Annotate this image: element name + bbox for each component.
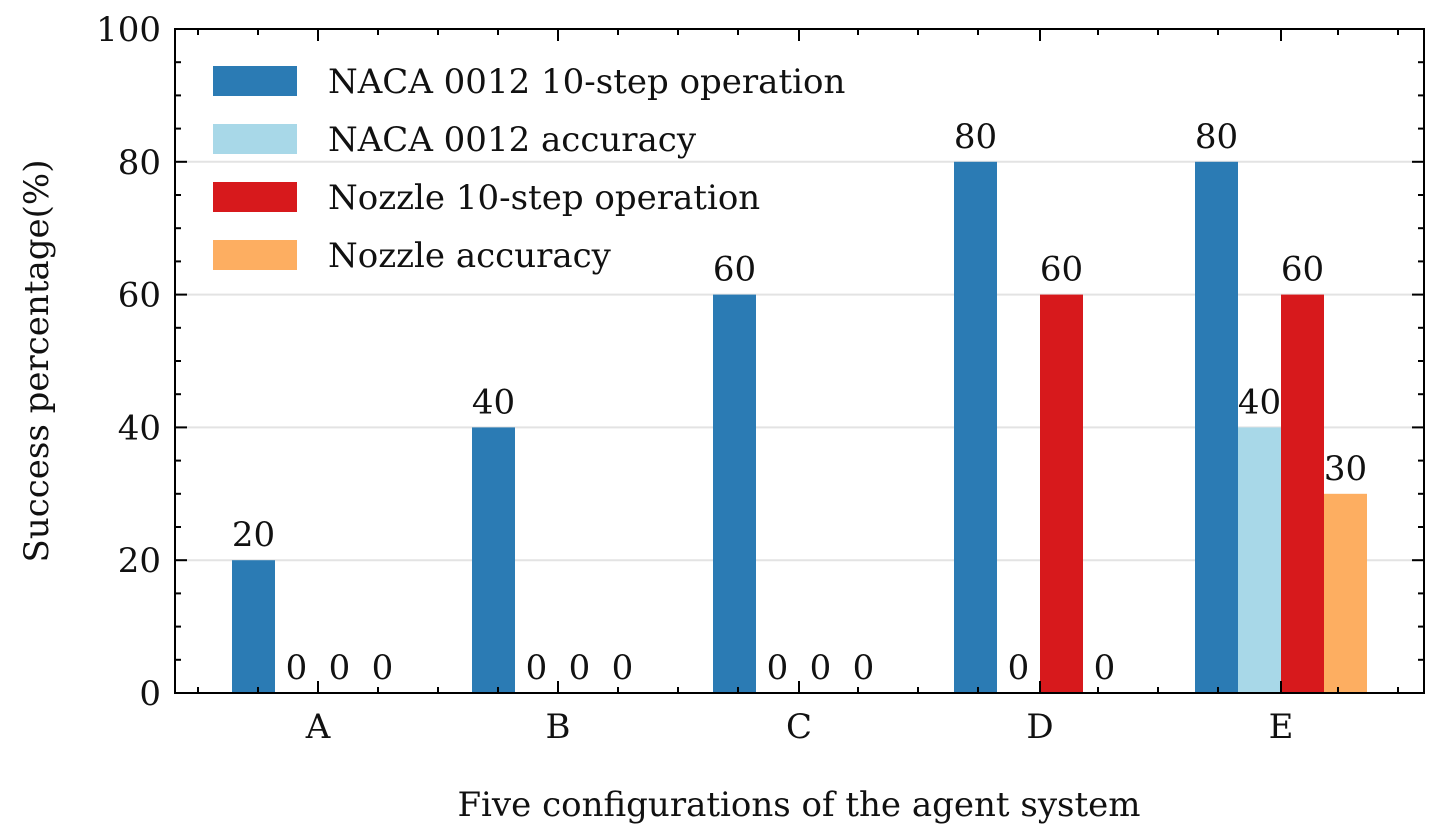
legend-swatch <box>213 124 297 154</box>
bar <box>232 560 275 693</box>
x-tick-label: B <box>546 707 571 747</box>
bar-value-label: 0 <box>767 648 789 688</box>
bar-value-label: 80 <box>954 117 997 157</box>
bars <box>232 161 1367 694</box>
bar-value-label: 20 <box>232 515 275 555</box>
bar <box>1324 493 1367 693</box>
y-axis-title: Success percentage(%) <box>17 160 57 563</box>
bar <box>954 161 997 694</box>
y-tick-label: 60 <box>118 276 161 316</box>
bar-value-label: 0 <box>853 648 875 688</box>
bar-value-label: 0 <box>1094 648 1116 688</box>
x-axis-title: Five configurations of the agent system <box>457 785 1140 825</box>
bar-value-label: 0 <box>329 648 351 688</box>
x-tick-label: D <box>1026 707 1053 747</box>
bar <box>713 294 756 693</box>
x-tick-label: C <box>786 707 812 747</box>
legend: NACA 0012 10-step operation NACA 0012 acc… <box>213 62 845 276</box>
bar-value-label: 40 <box>472 382 515 422</box>
bar-value-label: 40 <box>1238 382 1281 422</box>
y-tick-label: 0 <box>139 674 161 714</box>
legend-label: Nozzle 10-step operation <box>328 178 760 218</box>
bar-value-label: 60 <box>1281 250 1324 290</box>
legend-label: NACA 0012 accuracy <box>328 120 697 160</box>
bar-value-label: 80 <box>1195 117 1238 157</box>
bar <box>1195 161 1238 694</box>
bar-value-label: 0 <box>569 648 591 688</box>
bar-value-label: 0 <box>612 648 634 688</box>
legend-label: NACA 0012 10-step operation <box>328 62 845 102</box>
bar <box>472 427 515 693</box>
legend-swatch <box>213 240 297 270</box>
legend-swatch <box>213 66 297 96</box>
bar-value-label: 0 <box>372 648 394 688</box>
bar-value-label: 0 <box>286 648 308 688</box>
bar-value-label: 0 <box>810 648 832 688</box>
x-tick-labels: A B C D E <box>305 707 1294 747</box>
bar-value-label: 60 <box>1040 250 1083 290</box>
bar-value-label: 30 <box>1324 449 1367 489</box>
y-tick-label: 80 <box>118 143 161 183</box>
y-tick-label: 20 <box>118 541 161 581</box>
legend-swatch <box>213 182 297 212</box>
axis-ticks <box>175 28 1424 694</box>
bar-value-label: 0 <box>1008 648 1030 688</box>
bar <box>1040 294 1083 693</box>
y-tick-label: 100 <box>96 10 161 50</box>
y-tick-labels: 0 20 40 60 80 100 <box>96 10 161 714</box>
x-tick-label: A <box>305 707 331 747</box>
x-tick-label: E <box>1269 707 1294 747</box>
bar-value-label: 60 <box>713 250 756 290</box>
bar <box>1281 294 1324 693</box>
bar <box>1238 427 1281 693</box>
legend-label: Nozzle accuracy <box>328 236 612 276</box>
bar-value-label: 0 <box>526 648 548 688</box>
y-tick-label: 40 <box>118 408 161 448</box>
